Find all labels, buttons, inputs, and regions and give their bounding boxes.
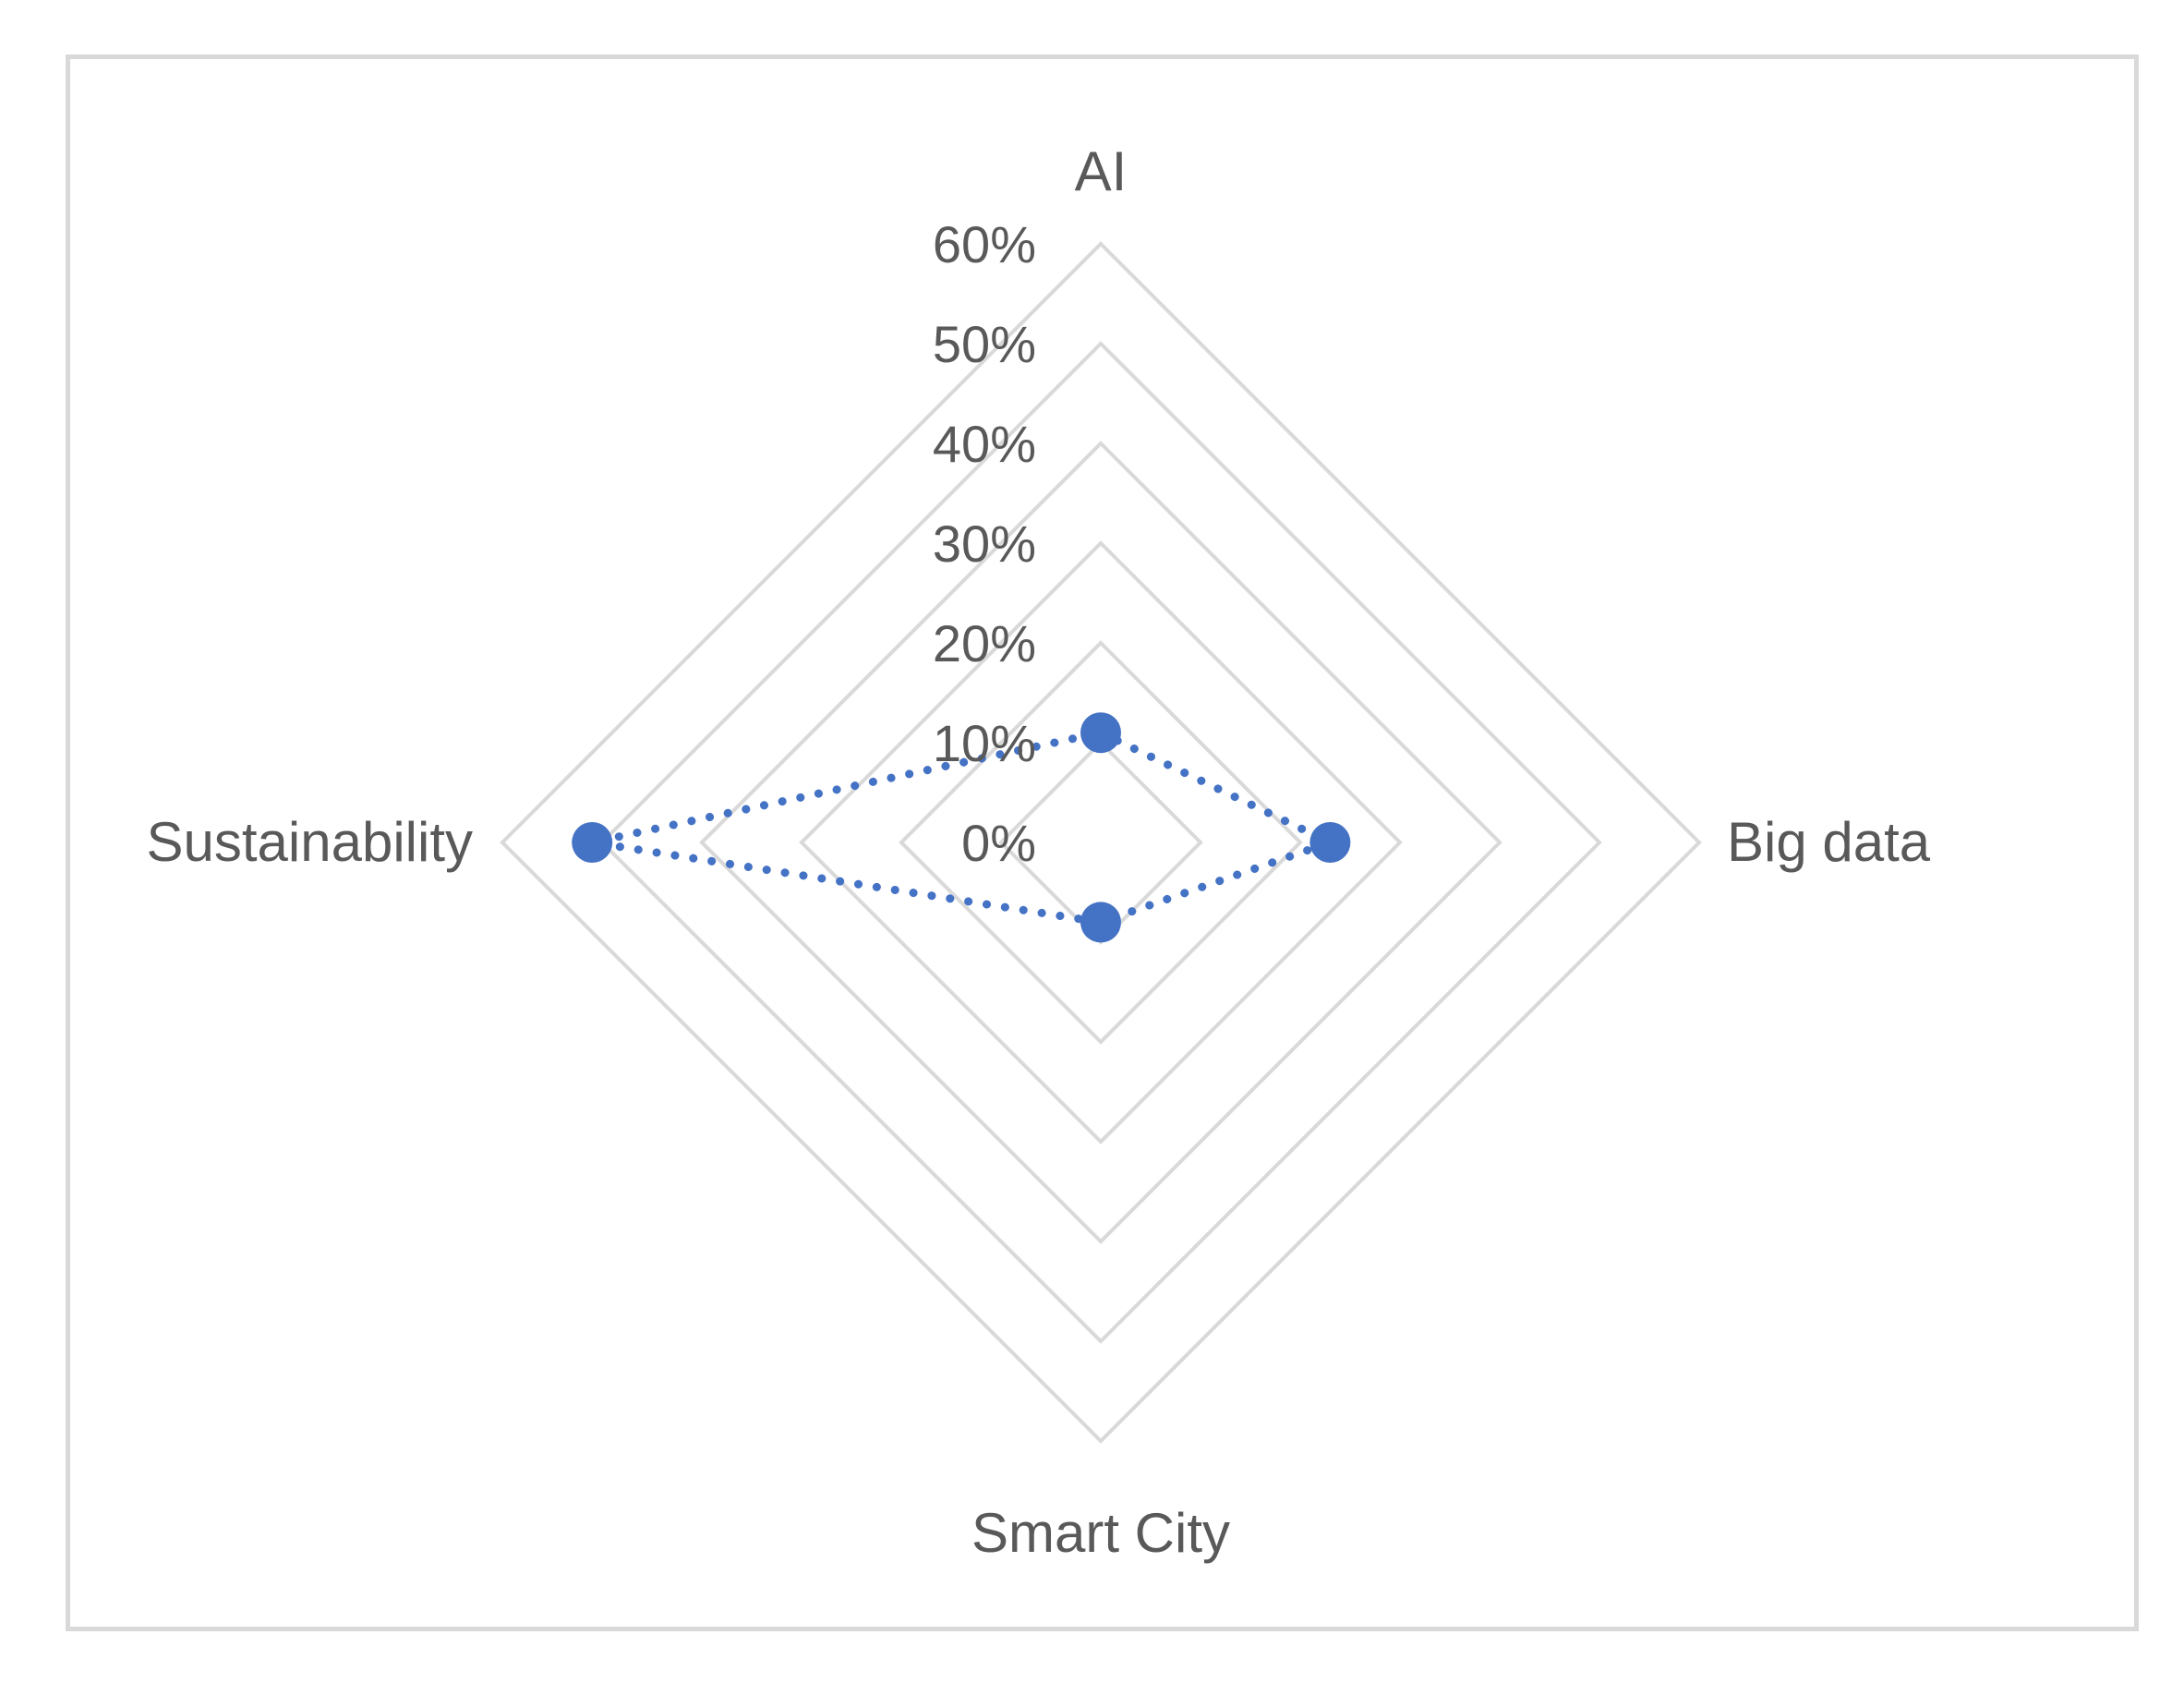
grid-ring-4: [699, 441, 1502, 1244]
series-layer: [572, 712, 1351, 943]
data-point-sustainability: [572, 822, 613, 863]
tick-label-0: 0%: [961, 814, 1036, 872]
grid-ring-2: [899, 640, 1303, 1045]
tick-labels: 0% 10% 20% 30% 40% 50% 60%: [933, 215, 1036, 872]
grid-ring-3: [799, 540, 1403, 1144]
tick-label-50: 50%: [933, 315, 1036, 373]
data-point-smart-city: [1080, 902, 1121, 943]
axis-label-sustainability: Sustainability: [146, 811, 473, 873]
tick-label-40: 40%: [933, 415, 1036, 473]
tick-label-30: 30%: [933, 515, 1036, 573]
axis-label-ai: AI: [1075, 140, 1128, 202]
data-point-big-data: [1309, 822, 1351, 863]
radar-grid: [500, 241, 1702, 1444]
grid-ring-5: [599, 341, 1602, 1344]
grid-ring-6: [500, 241, 1702, 1444]
axis-label-big-data: Big data: [1727, 811, 1931, 873]
chart-frame: [66, 54, 2139, 1631]
data-point-ai: [1080, 712, 1121, 754]
axis-label-smart-city: Smart City: [971, 1502, 1230, 1564]
tick-label-20: 20%: [933, 614, 1036, 672]
axis-labels: AI Big data Smart City Sustainability: [146, 140, 1930, 1564]
tick-label-60: 60%: [933, 215, 1036, 273]
tick-label-10: 10%: [933, 714, 1036, 772]
